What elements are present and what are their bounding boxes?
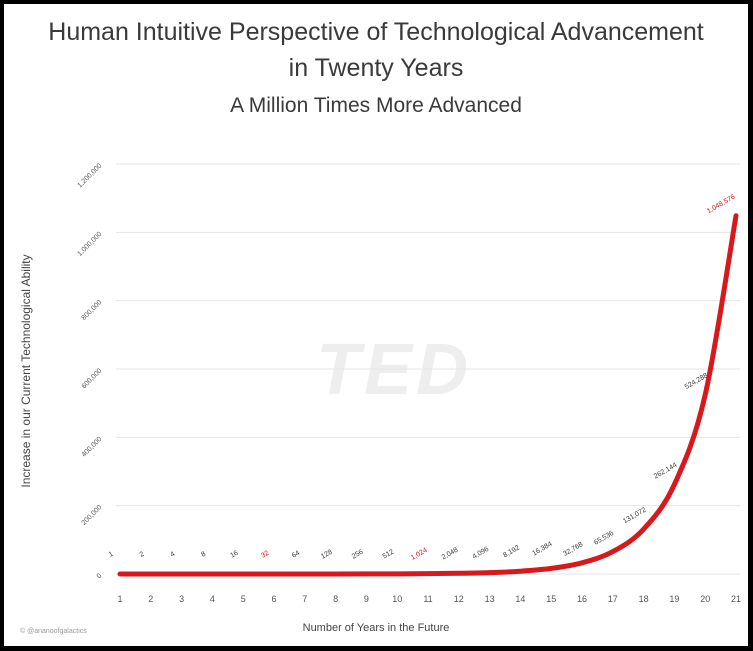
data-label: 4 [169,551,176,559]
x-tick-label: 20 [700,594,710,604]
y-tick-label: 1,000,000 [76,231,103,258]
data-label: 128 [320,549,334,561]
data-point [118,572,122,576]
x-tick-label: 14 [515,594,525,604]
data-point [149,572,152,576]
data-point [334,572,337,576]
x-tick-label: 8 [333,594,338,604]
data-point [365,572,368,576]
data-point [272,572,276,576]
data-points [118,214,738,576]
watermark-logo: TED [316,330,472,410]
data-point [488,571,491,574]
data-point [550,567,553,570]
x-tick-label: 13 [485,594,495,604]
x-tick-label: 18 [639,594,649,604]
data-label: 4,096 [472,546,491,561]
data-point [457,572,460,575]
y-axis-label: Increase in our Current Technological Ab… [19,254,33,488]
data-point [211,572,214,576]
x-tick-label: 6 [271,594,276,604]
data-point [426,572,430,575]
data-label: 131,072 [622,507,648,526]
data-label: 1,024 [410,547,429,562]
chart-subtitle: A Million Times More Advanced [230,94,522,117]
data-label: 512 [382,549,396,561]
data-labels: 1 2 4 8 16 32 64 128 256 512 1,024 2,048 4,096 8,192 1… [108,194,737,562]
x-tick-labels: 1 2 3 4 5 6 7 8 9 10 11 12 13 14 15 16 17 18 19 20 21 [117,594,741,604]
y-tick-label: 1,200,000 [76,162,103,189]
data-point [242,572,245,576]
x-tick-label: 15 [546,594,556,604]
x-tick-label: 11 [423,594,432,604]
x-tick-label: 3 [179,594,184,604]
data-label: 262,144 [653,462,679,481]
y-tick-labels: 0 200,000 400,000 600,000 800,000 1,000,000 1,… [76,162,103,580]
x-tick-label: 2 [148,594,153,604]
data-label: 16,384 [531,541,553,558]
data-label: 32 [260,550,270,560]
y-tick-label: 600,000 [81,367,104,390]
data-point [642,528,645,531]
data-point [611,550,614,553]
credit-text: © @ananoofgalactics [20,628,87,635]
data-point [396,572,399,576]
chart-frame: Human Intuitive Perspective of Technolog… [4,4,748,646]
x-tick-label: 12 [454,594,464,604]
x-tick-label: 19 [669,594,679,604]
x-tick-label: 17 [608,594,618,604]
series-line [117,213,739,577]
data-label: 2,048 [441,547,460,562]
x-tick-label: 7 [302,594,307,604]
y-tick-label: 800,000 [81,299,104,322]
x-tick-label: 16 [577,594,587,604]
y-tick-label: 400,000 [81,436,104,459]
data-label: 1,048,576 [706,194,737,216]
x-tick-label: 10 [392,594,402,604]
data-point [519,570,522,573]
y-tick-label: 200,000 [81,504,104,527]
x-axis-label: Number of Years in the Future [302,622,450,634]
data-point [673,483,676,486]
data-label: 8 [200,551,207,559]
data-point [180,572,183,576]
data-label: 8,192 [502,544,521,559]
y-tick-label: 0 [96,572,104,580]
data-point [303,572,306,576]
data-point [704,393,707,397]
x-tick-label: 5 [241,594,246,604]
data-label: 32,768 [562,541,584,558]
x-tick-label: 4 [210,594,215,604]
data-point [734,214,738,217]
data-label: 1 [108,551,115,559]
data-label: 65,536 [593,530,615,547]
data-label: 16 [229,550,239,560]
line-chart: 0 200,000 400,000 600,000 800,000 1,000,000 1,… [76,162,741,604]
x-tick-label: 1 [117,594,122,604]
x-tick-label: 9 [364,594,369,604]
chart-title-line2: in Twenty Years [288,54,464,82]
data-label: 64 [291,550,301,560]
data-label: 2 [139,551,146,559]
chart-title-line1: Human Intuitive Perspective of Technolog… [48,18,704,46]
data-label: 256 [351,549,365,561]
x-tick-label: 21 [731,594,741,604]
data-point [580,561,584,565]
